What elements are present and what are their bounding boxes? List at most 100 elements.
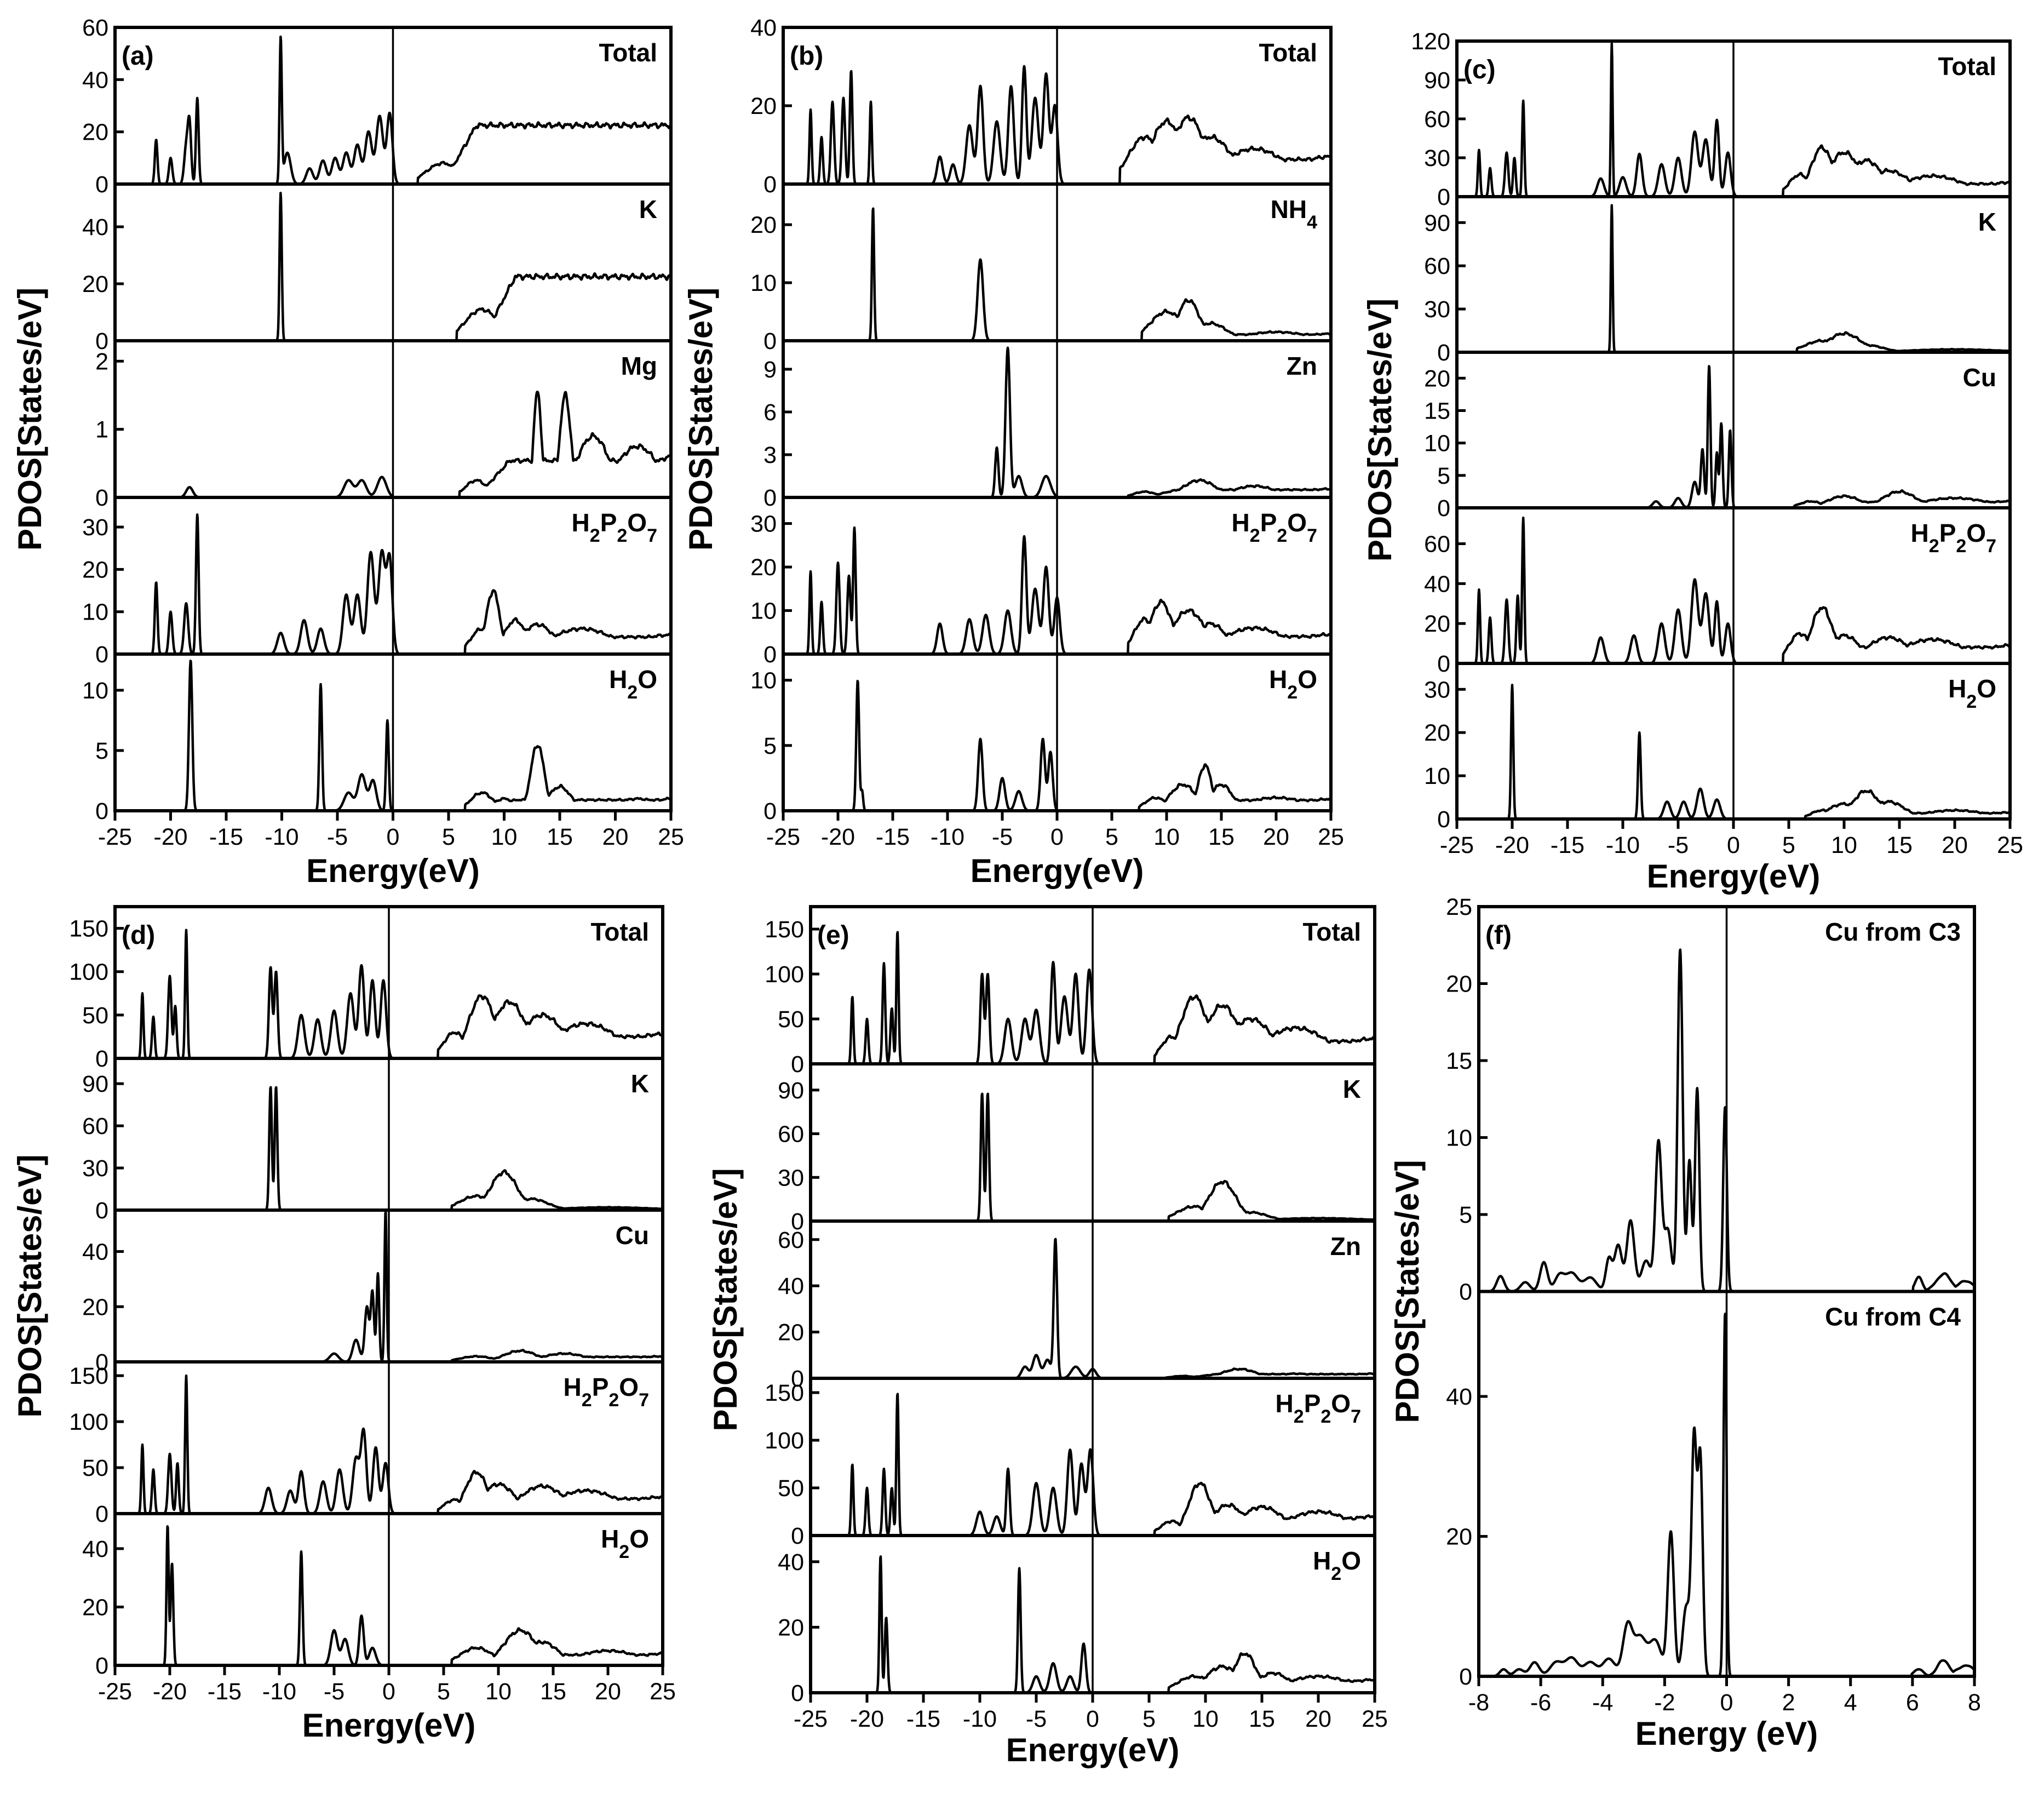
x-axis-title: Energy(eV) [306, 852, 480, 889]
x-tick-label: -15 [208, 1679, 242, 1705]
y-tick-label: 20 [1446, 971, 1472, 998]
y-tick-label: 0 [763, 798, 777, 824]
y-axis-title: PDOS[States/eV] [707, 1168, 744, 1431]
x-tick-label: -25 [98, 1679, 132, 1705]
x-tick-label: 25 [1318, 824, 1344, 850]
subplot-nh4: 0 10 20 NH4 [750, 182, 1332, 354]
x-tick-label: -25 [98, 824, 132, 850]
y-tick-label: 90 [1424, 67, 1450, 94]
y-tick-label: 150 [765, 916, 804, 943]
y-tick-label: 0 [95, 1501, 108, 1527]
x-tick-label: -10 [262, 1679, 296, 1705]
y-tick-label: 100 [69, 959, 108, 986]
subplot-mg: 0 1 2 Mg [95, 339, 672, 511]
y-tick-label: 2 [95, 348, 108, 375]
y-tick-label: 9 [763, 357, 777, 383]
y-tick-label: 20 [1424, 611, 1450, 637]
x-tick-label: -5 [327, 824, 348, 850]
subplot-label: Zn [1330, 1232, 1361, 1261]
subplot-h2p2o7: 0 10 20 30 H2P2O7 [82, 496, 672, 668]
x-tick-label: 20 [1263, 824, 1289, 850]
y-tick-label: 10 [750, 270, 777, 296]
x-tick-label: 25 [1997, 832, 2023, 858]
x-tick-label: -8 [1468, 1689, 1489, 1716]
y-tick-label: 60 [778, 1121, 804, 1148]
x-tick-label: 5 [1782, 832, 1795, 858]
x-tick-label: -20 [153, 1679, 187, 1705]
subplot-h2p2o7: 0 50 100 150 H2P2O7 [69, 1360, 664, 1527]
y-tick-label: 5 [95, 738, 108, 764]
y-tick-label: 5 [1437, 463, 1450, 489]
panel-letter: (d) [122, 921, 155, 950]
y-tick-label: 15 [1424, 398, 1450, 425]
y-axis-title: PDOS[States/eV] [682, 288, 719, 551]
y-tick-label: 40 [778, 1549, 804, 1576]
y-tick-label: 0 [791, 1051, 804, 1078]
subplot-k: 0 20 40 K [82, 182, 672, 354]
subplot-label: H2P2O7 [1232, 508, 1317, 546]
y-tick-label: 60 [1424, 253, 1450, 279]
x-tick-label: -25 [794, 1706, 828, 1732]
subplot-k: 0 30 60 90 K [1424, 195, 2011, 366]
y-tick-label: 20 [82, 557, 108, 583]
y-tick-label: 60 [778, 1227, 804, 1253]
subplot-label: K [639, 195, 657, 224]
x-tick-label: -25 [1440, 832, 1474, 858]
x-tick-label: 20 [595, 1679, 621, 1705]
x-axis-title: Energy(eV) [971, 852, 1144, 889]
subplot-label: H2P2O7 [572, 508, 657, 546]
y-tick-label: 0 [95, 641, 108, 668]
y-tick-label: 40 [1446, 1384, 1472, 1410]
y-tick-label: 1 [95, 417, 108, 443]
x-axis-title: Energy(eV) [1647, 858, 1821, 895]
y-tick-label: 30 [82, 514, 108, 541]
panel-letter: (c) [1463, 55, 1496, 84]
y-tick-label: 10 [1446, 1125, 1472, 1152]
subplot-h2o: 0 5 10 H2O [82, 652, 672, 824]
subplot-cu-from-c4: 0 20 40 Cu from C4 [1446, 1290, 1976, 1690]
subplot-h2p2o7: 0 50 100 150 H2P2O7 [765, 1377, 1376, 1549]
y-tick-label: 10 [1424, 763, 1450, 789]
x-tick-label: -10 [931, 824, 964, 850]
y-tick-label: 0 [791, 1366, 804, 1392]
y-tick-label: 0 [1437, 340, 1450, 366]
y-tick-label: 50 [778, 1006, 804, 1033]
x-tick-label: 6 [1906, 1689, 1919, 1716]
x-tick-label: -5 [324, 1679, 345, 1705]
y-tick-label: 30 [750, 511, 777, 537]
x-tick-label: -15 [209, 824, 243, 850]
y-tick-label: 50 [82, 1003, 108, 1029]
x-tick-label: -15 [906, 1706, 940, 1732]
x-tick-label: 15 [1208, 824, 1235, 850]
y-tick-label: 0 [763, 328, 777, 354]
y-tick-label: 0 [1459, 1664, 1472, 1690]
y-tick-label: 40 [82, 214, 108, 240]
y-tick-label: 60 [1424, 106, 1450, 133]
x-tick-label: -10 [1606, 832, 1640, 858]
subplot-zn: 0 3 6 9 Zn [763, 339, 1332, 511]
x-tick-label: -15 [876, 824, 910, 850]
y-tick-label: 10 [750, 668, 777, 694]
y-tick-label: 10 [82, 678, 108, 704]
y-tick-label: 20 [750, 93, 777, 119]
panel-a: 0 20 40 60 Total 0 20 40 K 0 1 2 Mg 0 10 20 30 H2P2O7 0 5 10… [12, 15, 684, 889]
subplot-label: K [1978, 208, 1996, 236]
y-tick-label: 0 [763, 641, 777, 668]
subplot-zn: 0 20 40 60 Zn [778, 1219, 1376, 1392]
subplot-total: 0 50 100 150 Total [765, 916, 1376, 1078]
y-tick-label: 5 [763, 733, 777, 759]
y-tick-label: 30 [1424, 145, 1450, 171]
subplot-label: H2O [1269, 665, 1317, 703]
x-tick-label: 25 [658, 824, 684, 850]
subplot-total: 0 20 40 60 Total [82, 15, 673, 198]
subplot-label: Total [1303, 918, 1361, 946]
subplot-label: Zn [1287, 352, 1317, 380]
subplot-label: K [1343, 1075, 1361, 1103]
y-tick-label: 10 [1424, 431, 1450, 457]
y-tick-label: 0 [95, 798, 108, 824]
y-tick-label: 40 [82, 1239, 108, 1265]
y-tick-label: 0 [763, 485, 777, 511]
y-tick-label: 150 [765, 1380, 804, 1406]
x-axis-title: Energy(eV) [1006, 1732, 1180, 1768]
